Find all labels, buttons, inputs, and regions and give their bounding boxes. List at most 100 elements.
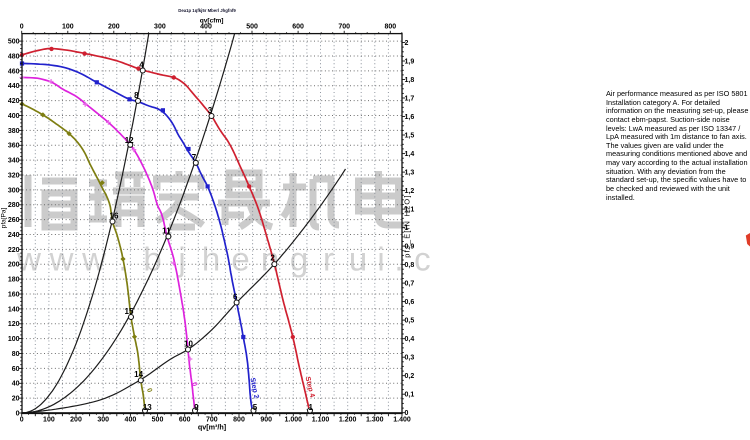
svg-text:800: 800	[384, 23, 396, 30]
svg-text:w: w	[16, 241, 41, 278]
svg-text:0,7: 0,7	[405, 281, 415, 288]
svg-text:2: 2	[405, 40, 409, 47]
svg-text:0,8: 0,8	[405, 262, 415, 269]
svg-text:0,2: 0,2	[405, 373, 415, 380]
svg-text:pfs_E[iN H2O]: pfs_E[iN H2O]	[403, 194, 412, 258]
svg-text:1: 1	[405, 225, 409, 232]
svg-text:500: 500	[8, 39, 20, 46]
svg-text:0: 0	[405, 410, 409, 417]
svg-text:400: 400	[200, 23, 212, 30]
svg-text:1: 1	[308, 403, 313, 412]
svg-text:800: 800	[233, 417, 245, 424]
svg-text:.: .	[394, 241, 403, 278]
svg-text:0: 0	[20, 417, 24, 424]
svg-text:1.400: 1.400	[393, 417, 411, 424]
svg-text:360: 360	[8, 143, 20, 150]
svg-text:5: 5	[253, 403, 258, 412]
svg-text:300: 300	[154, 23, 166, 30]
svg-text:140: 140	[8, 306, 20, 313]
svg-text:7: 7	[192, 153, 197, 162]
svg-text:0: 0	[145, 387, 153, 393]
svg-text:20: 20	[12, 396, 20, 403]
svg-text:w: w	[49, 241, 74, 278]
svg-text:0: 0	[190, 381, 198, 387]
svg-text:1,4: 1,4	[405, 151, 415, 158]
svg-text:1,8: 1,8	[405, 77, 415, 84]
svg-text:60: 60	[12, 366, 20, 373]
svg-text:340: 340	[8, 158, 20, 165]
svg-text:0: 0	[16, 410, 20, 417]
svg-text:Step 2: Step 2	[248, 377, 259, 399]
svg-text:0: 0	[20, 23, 24, 30]
svg-text:0,1: 0,1	[405, 392, 415, 399]
svg-text:j: j	[177, 241, 185, 278]
svg-text:2: 2	[270, 254, 275, 263]
svg-text:100: 100	[62, 23, 74, 30]
svg-text:380: 380	[8, 128, 20, 135]
svg-text:0,9: 0,9	[405, 244, 415, 251]
svg-text:1,5: 1,5	[405, 133, 415, 140]
svg-text:4: 4	[139, 61, 144, 70]
svg-text:460: 460	[8, 68, 20, 75]
svg-text:u: u	[349, 241, 367, 278]
svg-text:pfa[Pa]: pfa[Pa]	[1, 208, 8, 229]
svg-text:13: 13	[143, 403, 152, 412]
svg-text:Dea1p 1qfkj5r Mberl Jhgfnf9: Dea1p 1qfkj5r Mberl Jhgfnf9	[178, 8, 236, 13]
svg-text:0,4: 0,4	[405, 336, 415, 343]
svg-text:b: b	[143, 241, 161, 278]
svg-text:11: 11	[162, 227, 171, 236]
svg-text:300: 300	[97, 417, 109, 424]
svg-text:400: 400	[125, 417, 137, 424]
svg-text:qv[m³/h]: qv[m³/h]	[198, 423, 226, 432]
svg-text:1,9: 1,9	[405, 58, 415, 65]
svg-text:100: 100	[8, 336, 20, 343]
svg-text:3: 3	[208, 106, 213, 115]
svg-text:h: h	[202, 241, 220, 278]
svg-text:1,7: 1,7	[405, 95, 415, 102]
svg-text:10: 10	[184, 340, 193, 349]
svg-text:480: 480	[8, 53, 20, 60]
svg-text:qv[cfm]: qv[cfm]	[200, 17, 224, 24]
svg-text:160: 160	[8, 291, 20, 298]
svg-text:0,5: 0,5	[405, 318, 415, 325]
svg-text:180: 180	[8, 277, 20, 284]
svg-text:200: 200	[70, 417, 82, 424]
svg-text:120: 120	[8, 321, 20, 328]
svg-text:e: e	[231, 241, 249, 278]
svg-text:1.100: 1.100	[312, 417, 330, 424]
svg-text:1.200: 1.200	[339, 417, 357, 424]
svg-text:400: 400	[8, 113, 20, 120]
svg-text:6: 6	[233, 293, 238, 302]
svg-text:500: 500	[246, 23, 258, 30]
svg-text:320: 320	[8, 172, 20, 179]
svg-text:500: 500	[152, 417, 164, 424]
svg-text:1,1: 1,1	[405, 207, 415, 214]
svg-text:9: 9	[194, 403, 199, 412]
svg-text:1.000: 1.000	[285, 417, 303, 424]
svg-text:240: 240	[8, 232, 20, 239]
svg-text:420: 420	[8, 98, 20, 105]
svg-text:900: 900	[260, 417, 272, 424]
svg-text:1,2: 1,2	[405, 188, 415, 195]
svg-text:12: 12	[125, 136, 134, 145]
svg-text:15: 15	[125, 307, 134, 316]
svg-text:g: g	[290, 241, 308, 278]
svg-text:0,3: 0,3	[405, 355, 415, 362]
svg-text:8: 8	[134, 91, 139, 100]
svg-text:1.300: 1.300	[366, 417, 384, 424]
svg-text:600: 600	[179, 417, 191, 424]
svg-text:14: 14	[134, 370, 143, 379]
svg-text:0,6: 0,6	[405, 299, 415, 306]
svg-text:280: 280	[8, 202, 20, 209]
svg-text:w: w	[81, 241, 106, 278]
svg-text:700: 700	[206, 417, 218, 424]
svg-text:200: 200	[108, 23, 120, 30]
svg-text:700: 700	[338, 23, 350, 30]
svg-text:r: r	[323, 241, 334, 278]
svg-text:300: 300	[8, 187, 20, 194]
svg-text:600: 600	[292, 23, 304, 30]
svg-text:80: 80	[12, 351, 20, 358]
svg-text:200: 200	[8, 262, 20, 269]
svg-text:1,3: 1,3	[405, 170, 415, 177]
svg-text:220: 220	[8, 247, 20, 254]
